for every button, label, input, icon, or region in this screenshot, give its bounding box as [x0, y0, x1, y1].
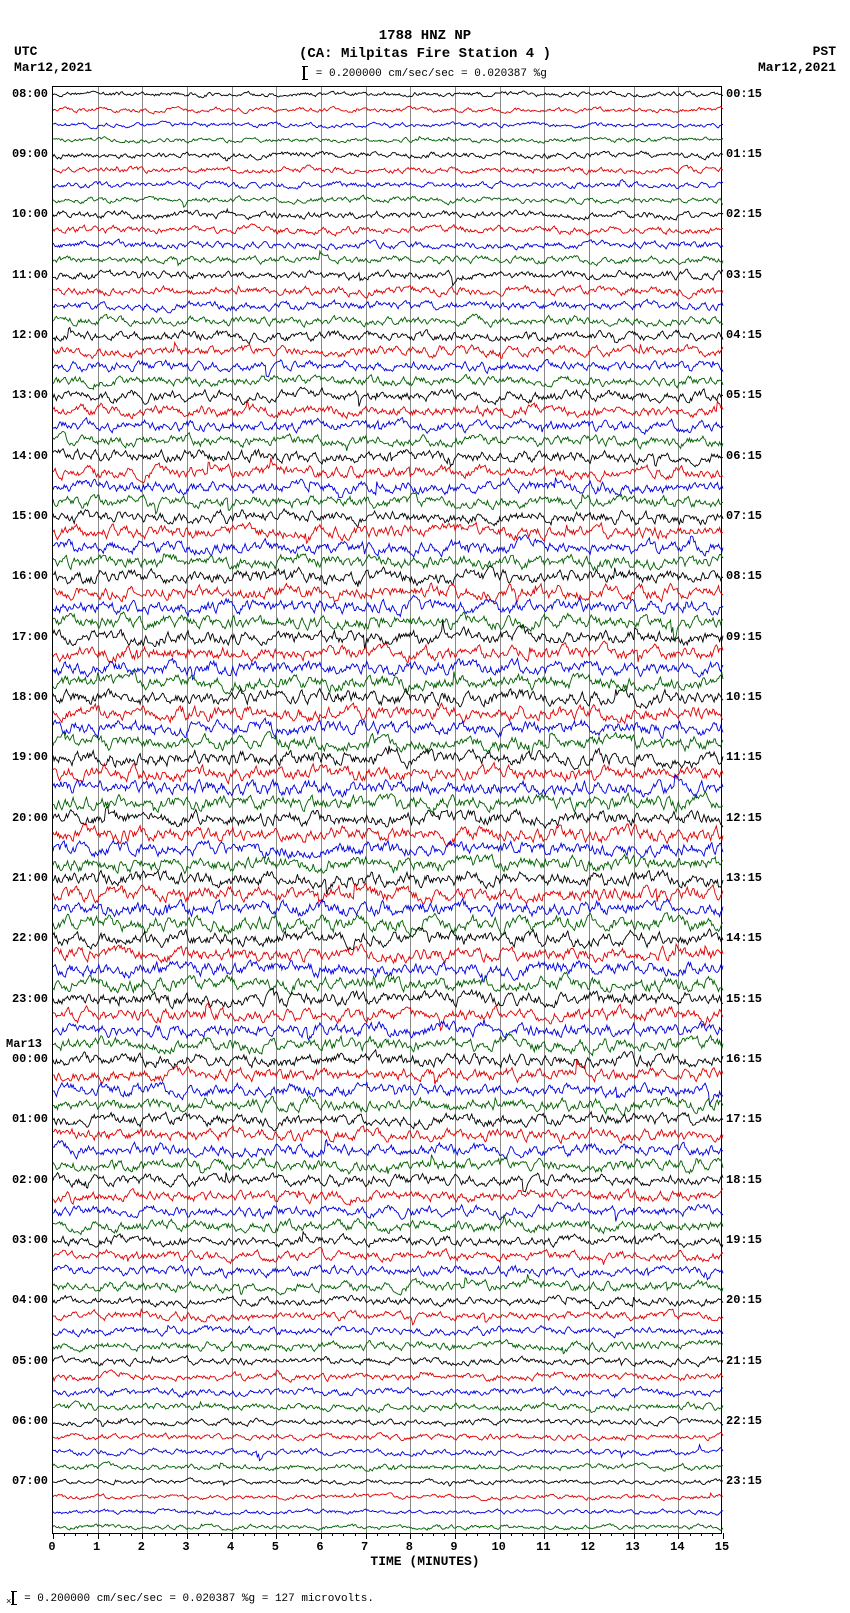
right-hour-label: 07:15	[726, 509, 774, 523]
right-hour-label: 14:15	[726, 931, 774, 945]
right-hour-label: 22:15	[726, 1414, 774, 1428]
right-hour-label: 16:15	[726, 1052, 774, 1066]
right-hour-label: 03:15	[726, 268, 774, 282]
x-tick-label: 13	[623, 1540, 643, 1554]
footer-scale: × = 0.200000 cm/sec/sec = 0.020387 %g = …	[6, 1591, 374, 1607]
x-tick-label: 8	[399, 1540, 419, 1554]
x-tick-label: 4	[221, 1540, 241, 1554]
right-hour-label: 08:15	[726, 569, 774, 583]
x-tick	[723, 1533, 724, 1539]
right-hour-label: 19:15	[726, 1233, 774, 1247]
right-hour-label: 21:15	[726, 1354, 774, 1368]
right-hour-label: 09:15	[726, 630, 774, 644]
left-hour-label: 12:00	[2, 328, 48, 342]
left-hour-label: 10:00	[2, 207, 48, 221]
left-hour-label: 19:00	[2, 750, 48, 764]
left-hour-label: 03:00	[2, 1233, 48, 1247]
left-hour-label: 23:00	[2, 992, 48, 1006]
x-tick-label: 0	[42, 1540, 62, 1554]
left-hour-label: 20:00	[2, 811, 48, 825]
tz-right-label: PST	[813, 44, 836, 59]
right-hour-label: 04:15	[726, 328, 774, 342]
x-tick-label: 15	[712, 1540, 732, 1554]
x-tick-label: 3	[176, 1540, 196, 1554]
helicorder-plot	[52, 86, 722, 1534]
x-tick-label: 1	[87, 1540, 107, 1554]
x-tick-label: 9	[444, 1540, 464, 1554]
scale-text: = 0.200000 cm/sec/sec = 0.020387 %g	[309, 68, 547, 80]
header-subtitle: (CA: Milpitas Fire Station 4 )	[0, 46, 850, 62]
right-hour-label: 23:15	[726, 1474, 774, 1488]
scale-bar-icon	[303, 66, 305, 80]
left-hour-label: 07:00	[2, 1474, 48, 1488]
right-hour-label: 10:15	[726, 690, 774, 704]
x-tick-label: 12	[578, 1540, 598, 1554]
right-hour-label: 02:15	[726, 207, 774, 221]
left-date-label: Mar13	[6, 1037, 54, 1051]
left-hour-label: 11:00	[2, 268, 48, 282]
right-hour-label: 18:15	[726, 1173, 774, 1187]
right-hour-label: 01:15	[726, 147, 774, 161]
right-hour-label: 00:15	[726, 87, 774, 101]
x-tick-label: 10	[489, 1540, 509, 1554]
scale-bar-icon	[12, 1591, 14, 1605]
date-right-label: Mar12,2021	[758, 60, 836, 75]
left-hour-label: 13:00	[2, 388, 48, 402]
left-hour-label: 01:00	[2, 1112, 48, 1126]
right-hour-label: 12:15	[726, 811, 774, 825]
scale-indicator: = 0.200000 cm/sec/sec = 0.020387 %g	[0, 66, 850, 80]
left-hour-label: 21:00	[2, 871, 48, 885]
right-hour-label: 17:15	[726, 1112, 774, 1126]
left-hour-label: 09:00	[2, 147, 48, 161]
x-axis-label: TIME (MINUTES)	[0, 1554, 850, 1569]
left-hour-label: 16:00	[2, 569, 48, 583]
left-hour-label: 15:00	[2, 509, 48, 523]
x-tick-label: 2	[131, 1540, 151, 1554]
x-tick-label: 5	[265, 1540, 285, 1554]
left-hour-label: 08:00	[2, 87, 48, 101]
x-tick-label: 11	[533, 1540, 553, 1554]
left-hour-label: 00:00	[2, 1052, 48, 1066]
left-hour-label: 02:00	[2, 1173, 48, 1187]
right-hour-label: 05:15	[726, 388, 774, 402]
left-hour-label: 05:00	[2, 1354, 48, 1368]
right-hour-label: 06:15	[726, 449, 774, 463]
header-title: 1788 HNZ NP	[0, 28, 850, 44]
x-tick-label: 6	[310, 1540, 330, 1554]
right-hour-label: 15:15	[726, 992, 774, 1006]
left-hour-label: 06:00	[2, 1414, 48, 1428]
footer-text: = 0.200000 cm/sec/sec = 0.020387 %g = 12…	[18, 1593, 374, 1605]
tz-left-label: UTC	[14, 44, 37, 59]
left-hour-label: 14:00	[2, 449, 48, 463]
right-hour-label: 13:15	[726, 871, 774, 885]
left-hour-label: 04:00	[2, 1293, 48, 1307]
x-tick-label: 14	[667, 1540, 687, 1554]
left-hour-label: 22:00	[2, 931, 48, 945]
left-hour-label: 17:00	[2, 630, 48, 644]
date-left-label: Mar12,2021	[14, 60, 92, 75]
right-hour-label: 20:15	[726, 1293, 774, 1307]
right-hour-label: 11:15	[726, 750, 774, 764]
seismic-trace	[53, 1512, 723, 1542]
left-hour-label: 18:00	[2, 690, 48, 704]
x-tick-label: 7	[355, 1540, 375, 1554]
